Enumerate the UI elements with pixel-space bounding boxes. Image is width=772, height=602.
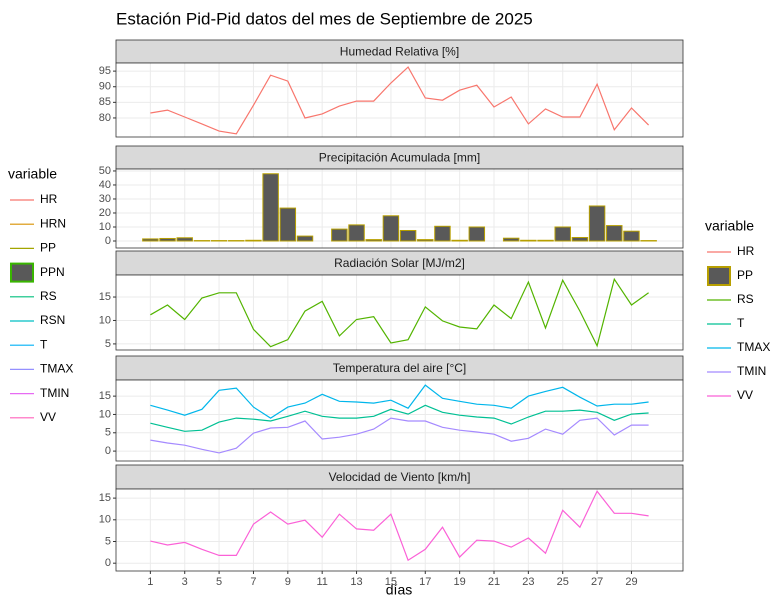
y-tick-label: 5 [105,535,111,547]
legend-label: RSN [40,313,65,327]
bar [263,174,278,241]
bar [452,240,467,241]
bar [383,216,398,241]
y-tick-label: 85 [99,96,111,108]
legend-label: T [737,316,745,330]
bar [246,240,261,241]
legend-label: TMAX [737,340,770,354]
bar [143,239,158,241]
x-tick-label: 13 [350,576,362,588]
y-tick-label: 15 [99,492,111,504]
y-tick-label: 80 [99,112,111,124]
y-tick-label: 95 [99,65,111,77]
legend-label: TMIN [40,386,69,400]
bar [160,238,175,241]
bar [521,240,536,241]
y-tick-label: 10 [99,221,111,233]
bar [435,226,450,241]
bar [366,240,381,241]
legend-label: VV [737,388,753,402]
x-tick-label: 11 [316,576,327,588]
y-tick-label: 15 [99,291,111,303]
strip-label: Precipitación Acumulada [mm] [319,151,480,165]
legend-label: HR [737,244,755,258]
legend-key [708,267,730,285]
bar [503,238,518,241]
legend-label: TMAX [40,362,73,376]
x-tick-label: 15 [385,576,397,588]
x-tick-label: 21 [488,576,500,588]
x-tick-label: 7 [250,576,256,588]
bar [349,225,364,241]
strip-label: Temperatura del aire [°C] [333,361,467,375]
x-tick-label: 29 [625,576,637,588]
bar [280,208,295,241]
bar [607,226,622,241]
y-tick-label: 40 [99,179,111,191]
y-tick-label: 30 [99,193,111,205]
x-tick-label: 3 [182,576,188,588]
bar [177,238,192,241]
x-tick-label: 19 [454,576,466,588]
bar [572,237,587,241]
y-tick-label: 90 [99,81,111,93]
y-tick-label: 0 [105,235,111,247]
legend-label: PP [737,268,753,282]
bar [418,240,433,241]
legend-label: HR [40,192,58,206]
legend-label: RS [40,289,57,303]
x-tick-label: 25 [557,576,569,588]
x-tick-label: 1 [147,576,153,588]
y-tick-label: 5 [105,427,111,439]
legend-label: VV [40,410,56,424]
y-tick-label: 5 [105,338,111,350]
strip-label: Velocidad de Viento [km/h] [329,470,471,484]
legend-label: HRN [40,216,66,230]
plot-background [116,489,683,571]
bar [332,229,347,241]
bar [538,240,553,241]
y-tick-label: 50 [99,165,111,177]
legend-label: PPN [40,265,65,279]
y-tick-label: 20 [99,207,111,219]
x-tick-label: 5 [216,576,222,588]
x-tick-label: 23 [522,576,534,588]
x-tick-label: 17 [419,576,431,588]
bar [469,227,484,241]
bar [297,236,312,241]
y-tick-label: 10 [99,314,111,326]
legend-label: TMIN [737,364,766,378]
strip-label: Humedad Relativa [%] [340,45,459,59]
legend-title: variable [8,166,57,182]
legend-label: RS [737,292,754,306]
strip-label: Radiación Solar [MJ/m2] [334,256,465,270]
y-tick-label: 15 [99,390,111,402]
y-tick-label: 10 [99,514,111,526]
x-tick-label: 9 [285,576,291,588]
legend-label: PP [40,241,56,255]
legend-title: variable [705,218,754,234]
bar [589,206,604,241]
legend-key [11,264,33,282]
plot-background [116,275,683,350]
y-tick-label: 10 [99,408,111,420]
bar [555,227,570,241]
plot-background [116,63,683,137]
x-tick-label: 27 [591,576,603,588]
bar [400,230,415,241]
legend-label: T [40,337,48,351]
bar [624,231,639,241]
y-tick-label: 0 [105,557,111,569]
chart-title: Estación Pid-Pid datos del mes de Septie… [116,9,533,28]
y-tick-label: 0 [105,445,111,457]
